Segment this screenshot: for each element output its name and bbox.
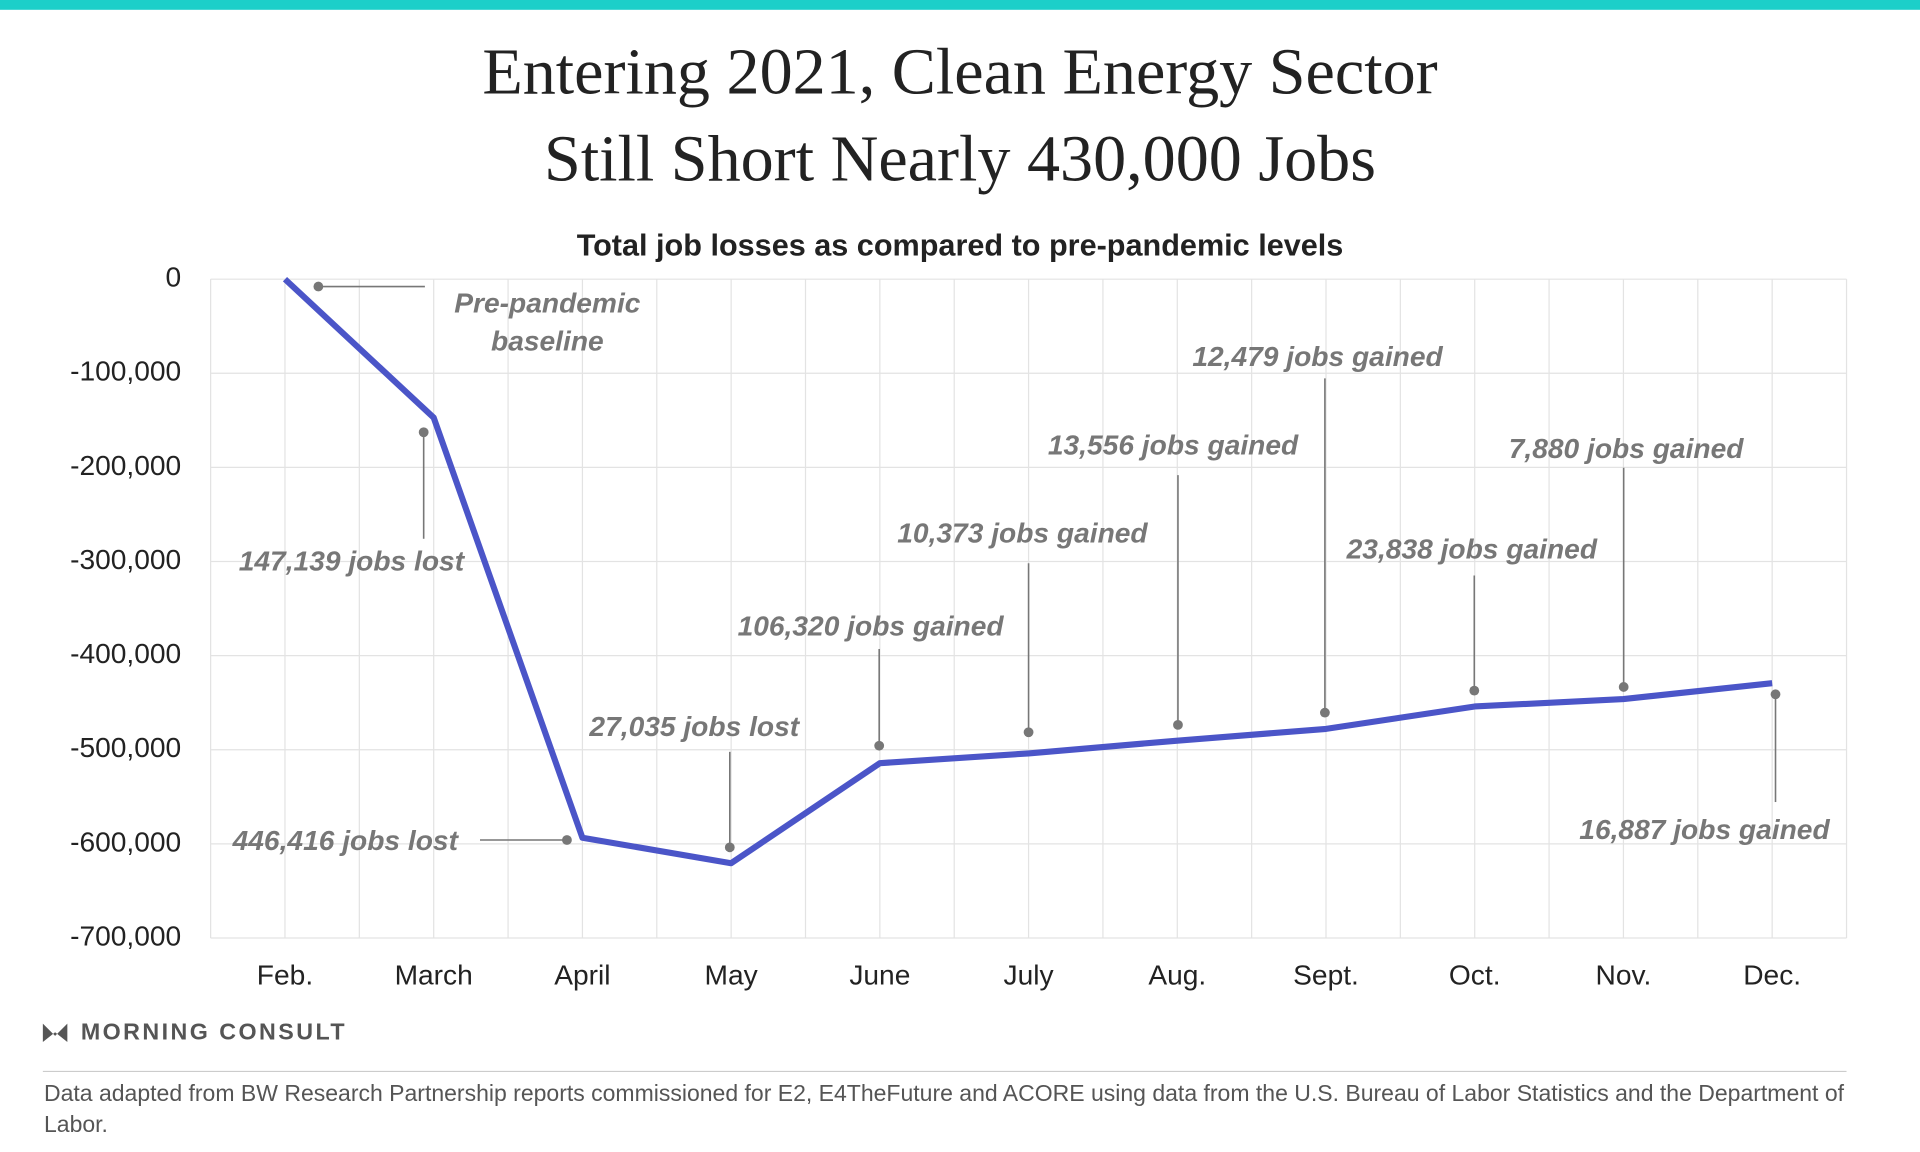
logo-text: MORNING CONSULT	[81, 1019, 347, 1045]
annotation-dot	[1173, 720, 1183, 730]
annotation: 16,887 jobs gained	[1579, 814, 1830, 845]
x-tick-label: Dec.	[1743, 960, 1801, 991]
data-line	[282, 276, 1773, 867]
chart-subtitle: Total job losses as compared to pre-pand…	[577, 228, 1344, 262]
y-tick-label: -200,000	[70, 450, 181, 481]
annotation-dot	[874, 740, 885, 751]
x-tick-label: April	[554, 960, 610, 991]
footnote: Data adapted from BW Research Partnershi…	[44, 1080, 1844, 1137]
annotation-dot	[313, 281, 324, 292]
annotation: 13,556 jobs gained	[1048, 429, 1299, 460]
y-tick-label: -600,000	[70, 826, 181, 857]
annotation: 23,838 jobs gained	[1346, 533, 1598, 564]
logo: MORNING CONSULT	[42, 1019, 347, 1045]
x-tick-label: Aug.	[1148, 960, 1206, 991]
x-tick-label: June	[849, 960, 910, 991]
y-tick-label: -700,000	[70, 920, 181, 951]
logo-icon	[42, 1023, 68, 1043]
annotation: 147,139 jobs lost	[239, 546, 466, 577]
annotation: Pre-pandemic	[454, 287, 641, 318]
y-tick-label: 0	[166, 262, 182, 293]
x-tick-label: Sept.	[1293, 960, 1359, 991]
annotation-dot	[562, 835, 572, 845]
x-tick-label: Nov.	[1596, 960, 1652, 991]
annotation-dot	[418, 427, 429, 438]
annotation: 27,035 jobs lost	[588, 711, 800, 742]
annotation: 446,416 jobs lost	[232, 825, 460, 856]
y-tick-label: -300,000	[70, 544, 181, 575]
annotation: 10,373 jobs gained	[897, 518, 1148, 549]
y-tick-label: -100,000	[70, 356, 181, 387]
chart-title: Entering 2021, Clean Energy Sector	[482, 36, 1437, 109]
x-tick-label: July	[1004, 960, 1055, 991]
annotation-dot	[1618, 682, 1629, 692]
annotation-dot	[1469, 685, 1480, 696]
x-tick-label: May	[705, 960, 759, 991]
x-tick-label: March	[395, 960, 473, 991]
annotation-dot	[1320, 707, 1330, 718]
y-tick-label: -400,000	[70, 638, 181, 669]
annotation-dot	[1023, 727, 1034, 738]
annotation: 12,479 jobs gained	[1192, 341, 1443, 372]
y-tick-label: -500,000	[70, 732, 181, 763]
annotation-dot	[1770, 689, 1781, 700]
annotation: 106,320 jobs gained	[738, 611, 1005, 642]
annotation-dot	[724, 842, 735, 853]
chart-title: Still Short Nearly 430,000 Jobs	[544, 122, 1376, 195]
x-tick-label: Oct.	[1449, 960, 1501, 991]
top-bar	[0, 0, 1920, 10]
annotation: 7,880 jobs gained	[1509, 433, 1745, 464]
annotation: baseline	[491, 325, 604, 356]
x-tick-label: Feb.	[257, 960, 313, 991]
